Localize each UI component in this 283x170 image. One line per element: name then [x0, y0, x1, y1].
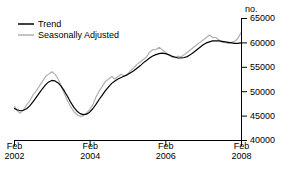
x-tick-label-line: Feb: [82, 141, 98, 151]
y-tick: 55000: [241, 62, 275, 72]
series-line: [14, 41, 241, 115]
y-tick-mark: [241, 140, 247, 141]
x-tick-label-line: 2008: [231, 151, 251, 161]
y-tick: 40000: [241, 135, 275, 145]
y-axis-line: [242, 19, 248, 141]
x-tick-label-line: Feb: [234, 141, 250, 151]
x-tick: Feb2002: [4, 140, 24, 161]
x-tick: Feb2008: [231, 140, 251, 161]
legend-label: Trend: [38, 19, 61, 29]
y-tick-label: 55000: [250, 62, 275, 72]
chart: Feb2002Feb2004Feb2006Feb2008400004500050…: [0, 0, 283, 170]
x-axis-line: [15, 141, 242, 147]
y-tick: 50000: [241, 87, 275, 97]
x-tick-label-line: Feb: [7, 141, 23, 151]
y-tick: 45000: [241, 111, 275, 121]
legend-swatch: [18, 23, 34, 25]
y-tick-mark: [241, 116, 247, 117]
y-tick-label: 40000: [250, 135, 275, 145]
y-tick-label: 50000: [250, 87, 275, 97]
legend-item: Seasonally Adjusted: [18, 30, 119, 40]
y-tick-mark: [241, 42, 247, 43]
y-tick-label: 45000: [250, 111, 275, 121]
y-axis-label: no.: [245, 4, 258, 14]
x-tick-label-line: Feb: [158, 141, 174, 151]
y-tick-mark: [241, 67, 247, 68]
y-axis: 40000 45000 50000 55000 60000 65000: [241, 13, 275, 145]
x-tick: Feb2006: [156, 140, 176, 161]
y-tick: 65000: [241, 13, 275, 23]
x-tick-label-line: 2006: [156, 151, 176, 161]
y-tick-label: 65000: [250, 13, 275, 23]
legend-item: Trend: [18, 19, 61, 29]
y-tick-label: 60000: [250, 38, 275, 48]
x-tick-label: Feb2008: [231, 141, 251, 161]
y-tick-mark: [241, 91, 247, 92]
x-tick-label: Feb2004: [80, 141, 100, 161]
x-tick-label-line: 2002: [4, 151, 24, 161]
x-tick-label: Feb2006: [156, 141, 176, 161]
x-tick-label: Feb2002: [4, 141, 24, 161]
lines: [14, 33, 241, 117]
series-line: [14, 33, 241, 117]
x-axis: Feb2002Feb2004Feb2006Feb2008: [4, 140, 251, 161]
legend: TrendSeasonally Adjusted: [18, 19, 119, 40]
plot: Feb2002Feb2004Feb2006Feb2008400004500050…: [4, 4, 275, 161]
y-tick-mark: [241, 18, 247, 19]
legend-label: Seasonally Adjusted: [38, 30, 119, 40]
x-tick: Feb2004: [80, 140, 100, 161]
x-tick-label-line: 2004: [80, 151, 100, 161]
legend-swatch: [18, 34, 34, 36]
y-tick: 60000: [241, 38, 275, 48]
